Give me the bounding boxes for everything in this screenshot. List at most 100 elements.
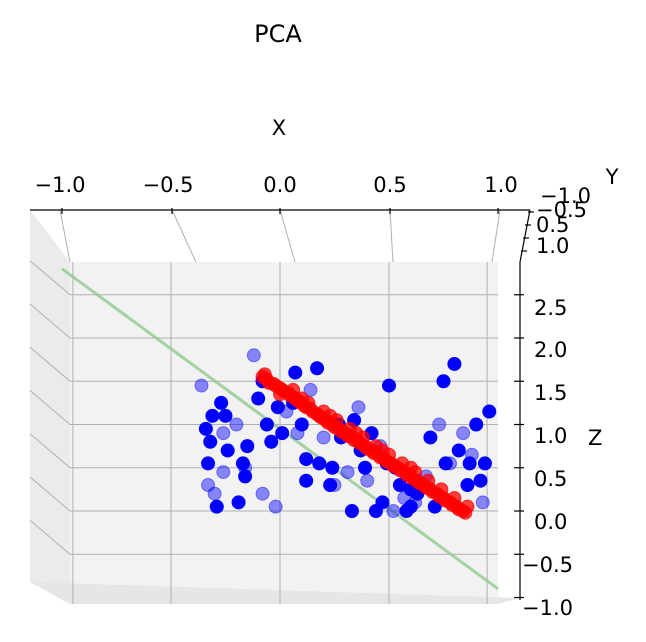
original-point [482,404,497,419]
original-point [436,374,451,389]
original-point [205,408,220,423]
z-grid-line-left [29,346,71,382]
y-axis-ticks [521,211,534,252]
original-point [255,486,270,501]
original-point [275,426,290,441]
original-point [432,417,447,432]
original-point [310,361,325,376]
chart-title: PCA [254,20,302,48]
original-point [438,456,453,471]
original-point [246,348,261,363]
z-grid-line-left [29,303,71,339]
projected-point [273,387,287,402]
original-point [207,486,222,501]
z-tick-label: 2.0 [534,338,567,362]
projected-point [349,426,364,441]
x-tick-label: −1.0 [35,173,86,197]
original-point [460,478,475,493]
original-point [220,443,235,458]
original-point [323,478,338,493]
original-point [251,391,266,406]
original-point [451,443,466,458]
z-axis-label: Z [588,426,602,450]
original-point [344,504,359,518]
original-point [198,421,213,436]
original-point [473,473,488,488]
original-point [194,378,209,393]
original-point [443,456,458,471]
y-tick-label: 1.0 [536,234,569,258]
original-point [201,456,216,471]
z-tick-label: 1.0 [534,424,567,448]
x-tick-label: 0.5 [373,173,406,197]
projected-point [323,408,338,423]
y-tick-label: −0.5 [536,198,587,222]
original-point [327,478,342,493]
original-point [209,499,224,514]
x-tick-label: 1.0 [484,173,517,197]
z-tick-label: 1.5 [534,381,567,405]
z-grid-line-left [29,260,71,296]
x-grid-line-top [279,209,296,263]
projected-point [460,499,475,514]
original-point [312,456,327,471]
projected-point [421,473,436,488]
projected-point [286,382,301,397]
original-point [240,439,255,454]
original-point [477,456,492,471]
x-grid-line-top [491,209,501,263]
original-point [386,504,401,518]
z-tick-label: 0.5 [534,467,567,491]
projected-point [257,367,272,382]
original-point [214,395,229,410]
z-tick-label: 0.0 [534,510,567,534]
z-grid-line-left [29,476,71,512]
original-point [229,417,244,432]
x-tick-labels: −1.0 −0.5 0.0 0.5 1.0 [35,173,518,197]
points-layer [194,348,497,520]
x-tick-label: −0.5 [143,173,194,197]
y-axis-line [519,209,531,263]
original-point [351,400,366,415]
original-point [375,495,390,510]
z-tick-labels: −1.0 −0.5 0.0 0.5 1.0 1.5 2.0 2.5 [522,296,573,620]
z-tick-label: −1.0 [522,596,573,620]
original-point [264,434,279,449]
z-grid-line-left [29,433,71,469]
original-point [475,495,490,510]
original-point [218,408,233,423]
original-point [462,456,477,471]
x-tick-label: 0.0 [263,173,296,197]
y-tick-label: −1.0 [540,184,591,208]
original-point [360,473,375,488]
x-grid-line-top [59,209,71,263]
original-point [456,426,471,441]
original-point [238,469,253,484]
projected-point [294,391,309,406]
original-point [299,473,314,488]
x-axis-label: X [272,116,286,140]
grid-lines [29,209,501,604]
x-grid-line-top [171,209,197,263]
original-point [358,460,373,475]
z-tick-label: −0.5 [522,553,573,577]
projected-point [447,491,462,506]
original-point [447,356,462,371]
original-point [382,378,396,393]
projected-point [434,482,449,497]
original-point [403,499,418,514]
z-axis-ticks [514,294,524,599]
original-point [325,460,340,475]
y-axis-label: Y [605,165,619,189]
original-point [231,495,246,510]
y-tick-label: 0.5 [536,213,569,237]
original-point [469,417,484,432]
x-grid-line-top [389,209,394,263]
original-point [201,478,216,493]
z-grid-line-left [29,519,71,555]
floor-pane [30,582,520,604]
original-point [299,452,314,467]
original-point [340,465,355,480]
original-point [423,430,438,445]
